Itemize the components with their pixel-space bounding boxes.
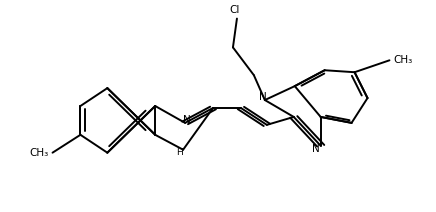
- Text: N: N: [184, 115, 191, 125]
- Text: H: H: [176, 148, 183, 157]
- Text: N: N: [259, 92, 266, 102]
- Text: CH₃: CH₃: [394, 55, 413, 65]
- Text: Cl: Cl: [230, 6, 240, 15]
- Text: N: N: [313, 144, 320, 154]
- Text: CH₃: CH₃: [29, 148, 48, 158]
